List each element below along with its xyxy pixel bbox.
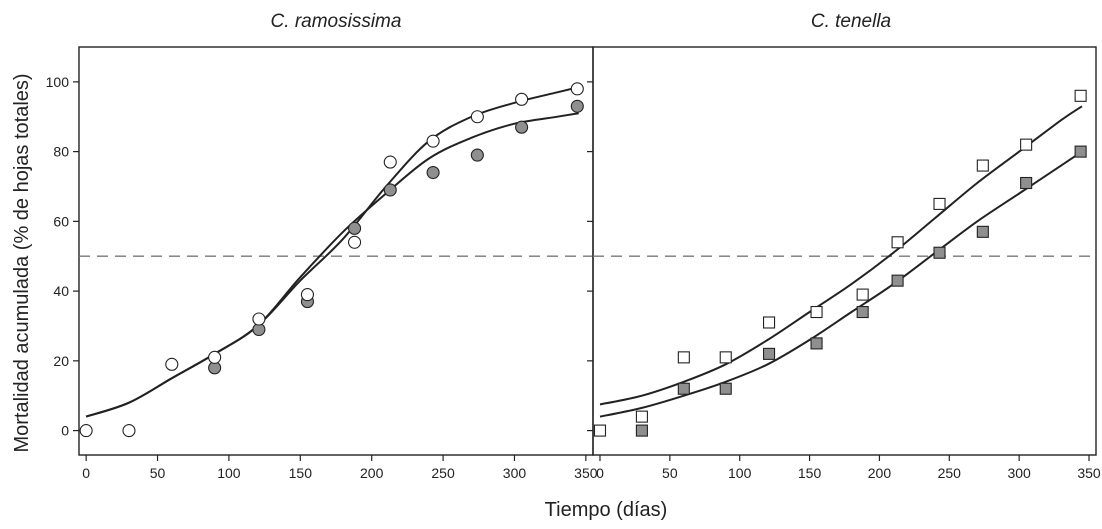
data-point-ramosissima-open-121 [252,312,266,326]
data-point-ramosissima-open-30 [122,424,136,438]
data-point-tenella-open-305 [1020,138,1033,151]
data-point-tenella-filled-30 [635,424,648,437]
data-point-tenella-open-243 [933,197,946,210]
data-point-tenella-filled-60 [677,382,690,395]
x-tick-label-tenella-150: 150 [798,465,822,481]
data-point-tenella-filled-121 [762,347,776,360]
data-point-ramosissima-open-90 [208,350,222,364]
x-tick-label-ramosissima-100: 100 [217,465,241,481]
x-tick-label-tenella-50: 50 [662,465,678,481]
x-tick-label-tenella-250: 250 [938,465,962,481]
data-point-tenella-open-60 [677,351,690,364]
x-tick-label-ramosissima-300: 300 [503,465,527,481]
data-point-ramosissima-filled-305 [515,120,529,134]
data-point-tenella-open-188 [856,288,869,301]
data-point-tenella-filled-274 [976,225,989,238]
data-point-ramosissima-open-344 [570,82,584,96]
fit-curve-tenella-filled [599,150,1083,418]
fit-curve-ramosissima-filled [85,112,579,418]
y-tick-label-60: 60 [53,213,69,229]
data-point-tenella-filled-243 [933,246,946,259]
y-tick-label-0: 0 [61,423,69,439]
data-point-ramosissima-open-155 [300,288,314,302]
y-axis-title: Mortalidad acumulada (% de hojas totales… [11,73,33,452]
data-point-ramosissima-open-274 [470,110,484,124]
x-tick-label-ramosissima-50: 50 [150,465,166,481]
y-tick-label-40: 40 [53,283,69,299]
x-tick-label-ramosissima-200: 200 [360,465,384,481]
y-tick-label-20: 20 [53,353,69,369]
x-axis-title: Tiempo (días) [545,499,668,521]
x-tick-label-ramosissima-150: 150 [289,465,313,481]
panel-title-tenella: C. tenella [811,11,891,32]
plot-panel-ramosissima: 0 50 100 150 200 250 300 350 0 20 40 60 80 100 [46,46,598,481]
plot-frame-ramosissima [78,46,594,456]
data-point-ramosissima-open-243 [426,134,440,148]
x-tick-label-ramosissima-250: 250 [431,465,455,481]
data-point-tenella-open-213 [891,236,904,249]
plot-frame-tenella [592,46,1097,456]
x-tick-label-tenella-300: 300 [1007,465,1031,481]
data-point-ramosissima-filled-243 [426,165,440,180]
data-point-ramosissima-filled-188 [348,221,362,235]
x-tick-label-tenella-0: 0 [596,465,604,481]
data-point-tenella-open-344 [1074,89,1087,102]
x-tick-label-tenella-100: 100 [728,465,752,481]
data-point-tenella-open-0 [593,424,607,437]
data-point-tenella-filled-344 [1074,145,1087,158]
data-point-tenella-open-155 [810,305,823,319]
plot-panel-tenella: 0 50 100 150 200 250 300 350 [587,46,1101,481]
data-point-tenella-filled-155 [810,337,823,350]
data-point-ramosissima-filled-213 [383,183,397,197]
x-tick-label-tenella-350: 350 [1077,465,1101,481]
data-point-tenella-open-30 [635,410,648,423]
fit-curve-ramosissima-open [85,86,579,418]
data-point-tenella-filled-213 [891,274,904,287]
fit-curve-tenella-open [599,105,1083,406]
data-point-ramosissima-open-305 [515,92,529,106]
y-tick-label-80: 80 [53,144,69,160]
data-point-tenella-filled-305 [1020,176,1033,190]
data-point-tenella-filled-90 [719,382,732,395]
data-point-ramosissima-filled-274 [470,148,484,162]
data-point-ramosissima-filled-344 [570,99,584,113]
panel-title-ramosissima: C. ramosissima [271,11,402,32]
data-point-tenella-open-90 [719,351,732,364]
data-point-ramosissima-open-0 [79,424,93,438]
y-tick-label-100: 100 [46,74,70,90]
data-point-tenella-open-121 [762,316,776,329]
data-point-tenella-filled-188 [856,305,869,319]
data-point-ramosissima-open-188 [348,235,362,249]
data-point-tenella-open-274 [976,159,989,172]
x-tick-label-ramosissima-0: 0 [82,465,90,481]
data-point-ramosissima-open-60 [165,357,179,371]
data-point-ramosissima-open-213 [383,155,397,169]
x-tick-label-ramosissima-350: 350 [574,465,598,481]
x-tick-label-tenella-200: 200 [868,465,892,481]
